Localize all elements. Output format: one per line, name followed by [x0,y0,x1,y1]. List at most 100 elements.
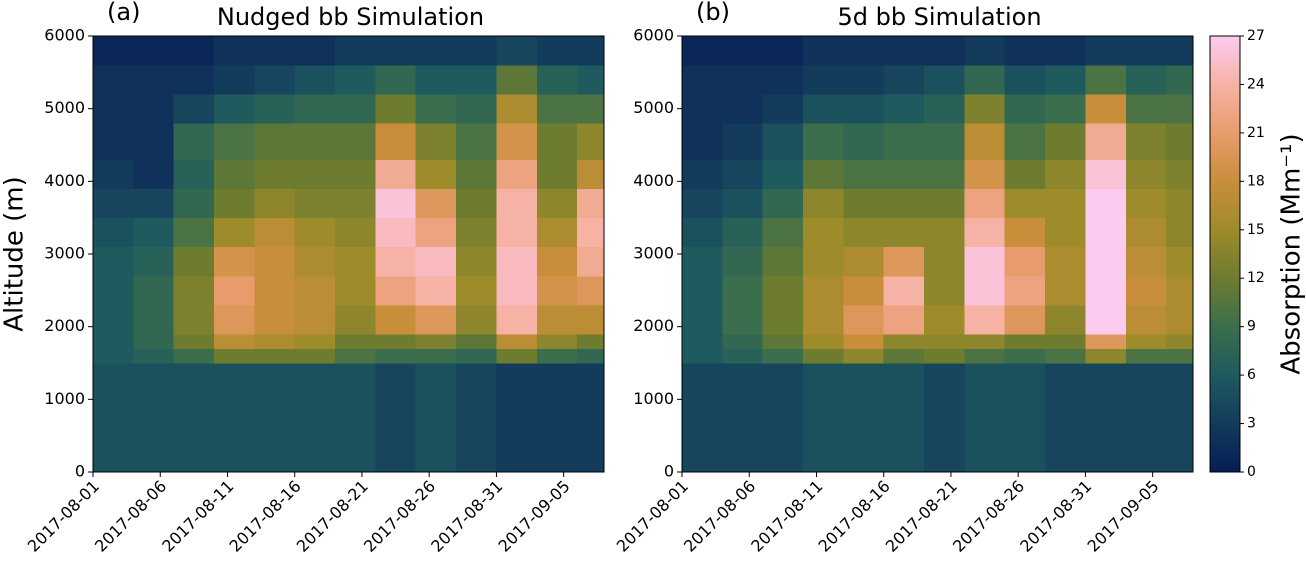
heatmap-cell [254,246,296,277]
heatmap-cell [133,188,175,219]
heatmap-cell [375,275,417,306]
colorbar-tick-label: 27 [1247,28,1265,44]
heatmap-cell [722,65,764,95]
heatmap-cell [415,348,457,364]
heatmap-cell [375,217,417,248]
heatmap-cell [133,65,175,95]
heatmap-cell [924,246,965,277]
heatmap-cell [803,94,844,124]
heatmap-cell [335,217,376,248]
heatmap-cell [415,246,457,277]
heatmap-cell [1125,246,1167,277]
heatmap-cell [335,94,376,124]
heatmap-cell [456,304,497,335]
heatmap-cell [577,217,605,248]
heatmap-cell [803,188,844,219]
heatmap-cell [456,36,497,66]
heatmap-cell [682,123,723,161]
heatmap-cell [1045,188,1086,219]
heatmap-cell [1004,36,1046,66]
x-tick-label: 2017-08-11 [747,477,826,556]
heatmap-cell [924,217,965,248]
heatmap-cell [803,217,844,248]
heatmap-cell [93,348,134,364]
heatmap-cell [762,333,804,349]
x-tick-label: 2017-08-11 [158,477,237,556]
heatmap-cell [722,246,764,277]
heatmap-cell [133,246,175,277]
x-tick-label: 2017-08-26 [949,477,1028,556]
heatmap-cell [173,36,215,66]
heatmap-cell [1045,159,1086,190]
heatmap-cell [415,123,457,161]
heatmap-cell [924,123,965,161]
heatmap-cell [762,94,804,124]
heatmap-cell [1004,65,1046,95]
panel-label: (a) [107,0,140,26]
heatmap-cell [577,65,605,95]
heatmap-cell [843,94,885,124]
heatmap-cell [335,188,376,219]
heatmap-cell [762,348,804,364]
heatmap-cell [1166,188,1194,219]
heatmap-cell [254,275,296,306]
heatmap-cell [762,159,804,190]
heatmap-cell [924,363,965,473]
heatmap-cell [456,348,497,364]
heatmap-cell [375,246,417,277]
heatmap-cell [335,36,376,66]
heatmap-cell [133,348,175,364]
heatmap-cell [294,94,336,124]
colorbar-tick-label: 21 [1247,125,1265,141]
heatmap-cell [1166,275,1194,306]
heatmap-cell [924,304,965,335]
heatmap-cell [173,304,215,335]
heatmap-cell [415,217,457,248]
heatmap-cell [1125,348,1167,364]
heatmap-cell [682,333,723,349]
heatmap-cell [803,333,844,349]
heatmap-cell [415,188,457,219]
heatmap-cell [536,304,578,335]
heatmap-cell [1166,246,1194,277]
heatmap-cell [214,36,255,66]
heatmap-cell [254,65,296,95]
y-tick-label: 2000 [44,316,85,335]
heatmap-cell [1085,217,1127,248]
chart-title: Nudged bb Simulation [217,3,484,31]
x-tick-label: 2017-08-21 [293,477,372,556]
heatmap-cell [496,123,538,161]
heatmap-cell [1085,159,1127,190]
heatmap-cell [577,348,605,364]
heatmap-cell [496,275,538,306]
y-tick-label: 3000 [633,244,674,263]
heatmap-cell [254,348,296,364]
heatmap-cell [375,36,417,66]
x-tick-label: 2017-08-01 [24,477,103,556]
heatmap-cell [214,246,255,277]
heatmap-cell [214,65,255,95]
heatmap-cell [1166,123,1194,161]
heatmap-cell [536,94,578,124]
heatmap-cell [375,363,417,473]
heatmap-cell [682,275,723,306]
heatmap-cell [93,36,134,66]
heatmap-cell [173,363,215,473]
heatmap-cell [883,65,925,95]
colorbar-tick-label: 3 [1247,416,1256,432]
heatmap-cell [415,275,457,306]
heatmap-cell [496,159,538,190]
heatmap-cell [173,246,215,277]
heatmap-cell [1004,159,1046,190]
heatmap-cell [843,217,885,248]
y-tick-label: 6000 [633,26,674,45]
heatmap-cell [93,304,134,335]
heatmap-cell [294,65,336,95]
heatmap-cell [803,348,844,364]
heatmap-cell [964,246,1006,277]
heatmap-cell [964,123,1006,161]
heatmap-cell [964,333,1006,349]
heatmap-cell [214,304,255,335]
heatmap-cell [335,348,376,364]
heatmap-cell [682,36,723,66]
